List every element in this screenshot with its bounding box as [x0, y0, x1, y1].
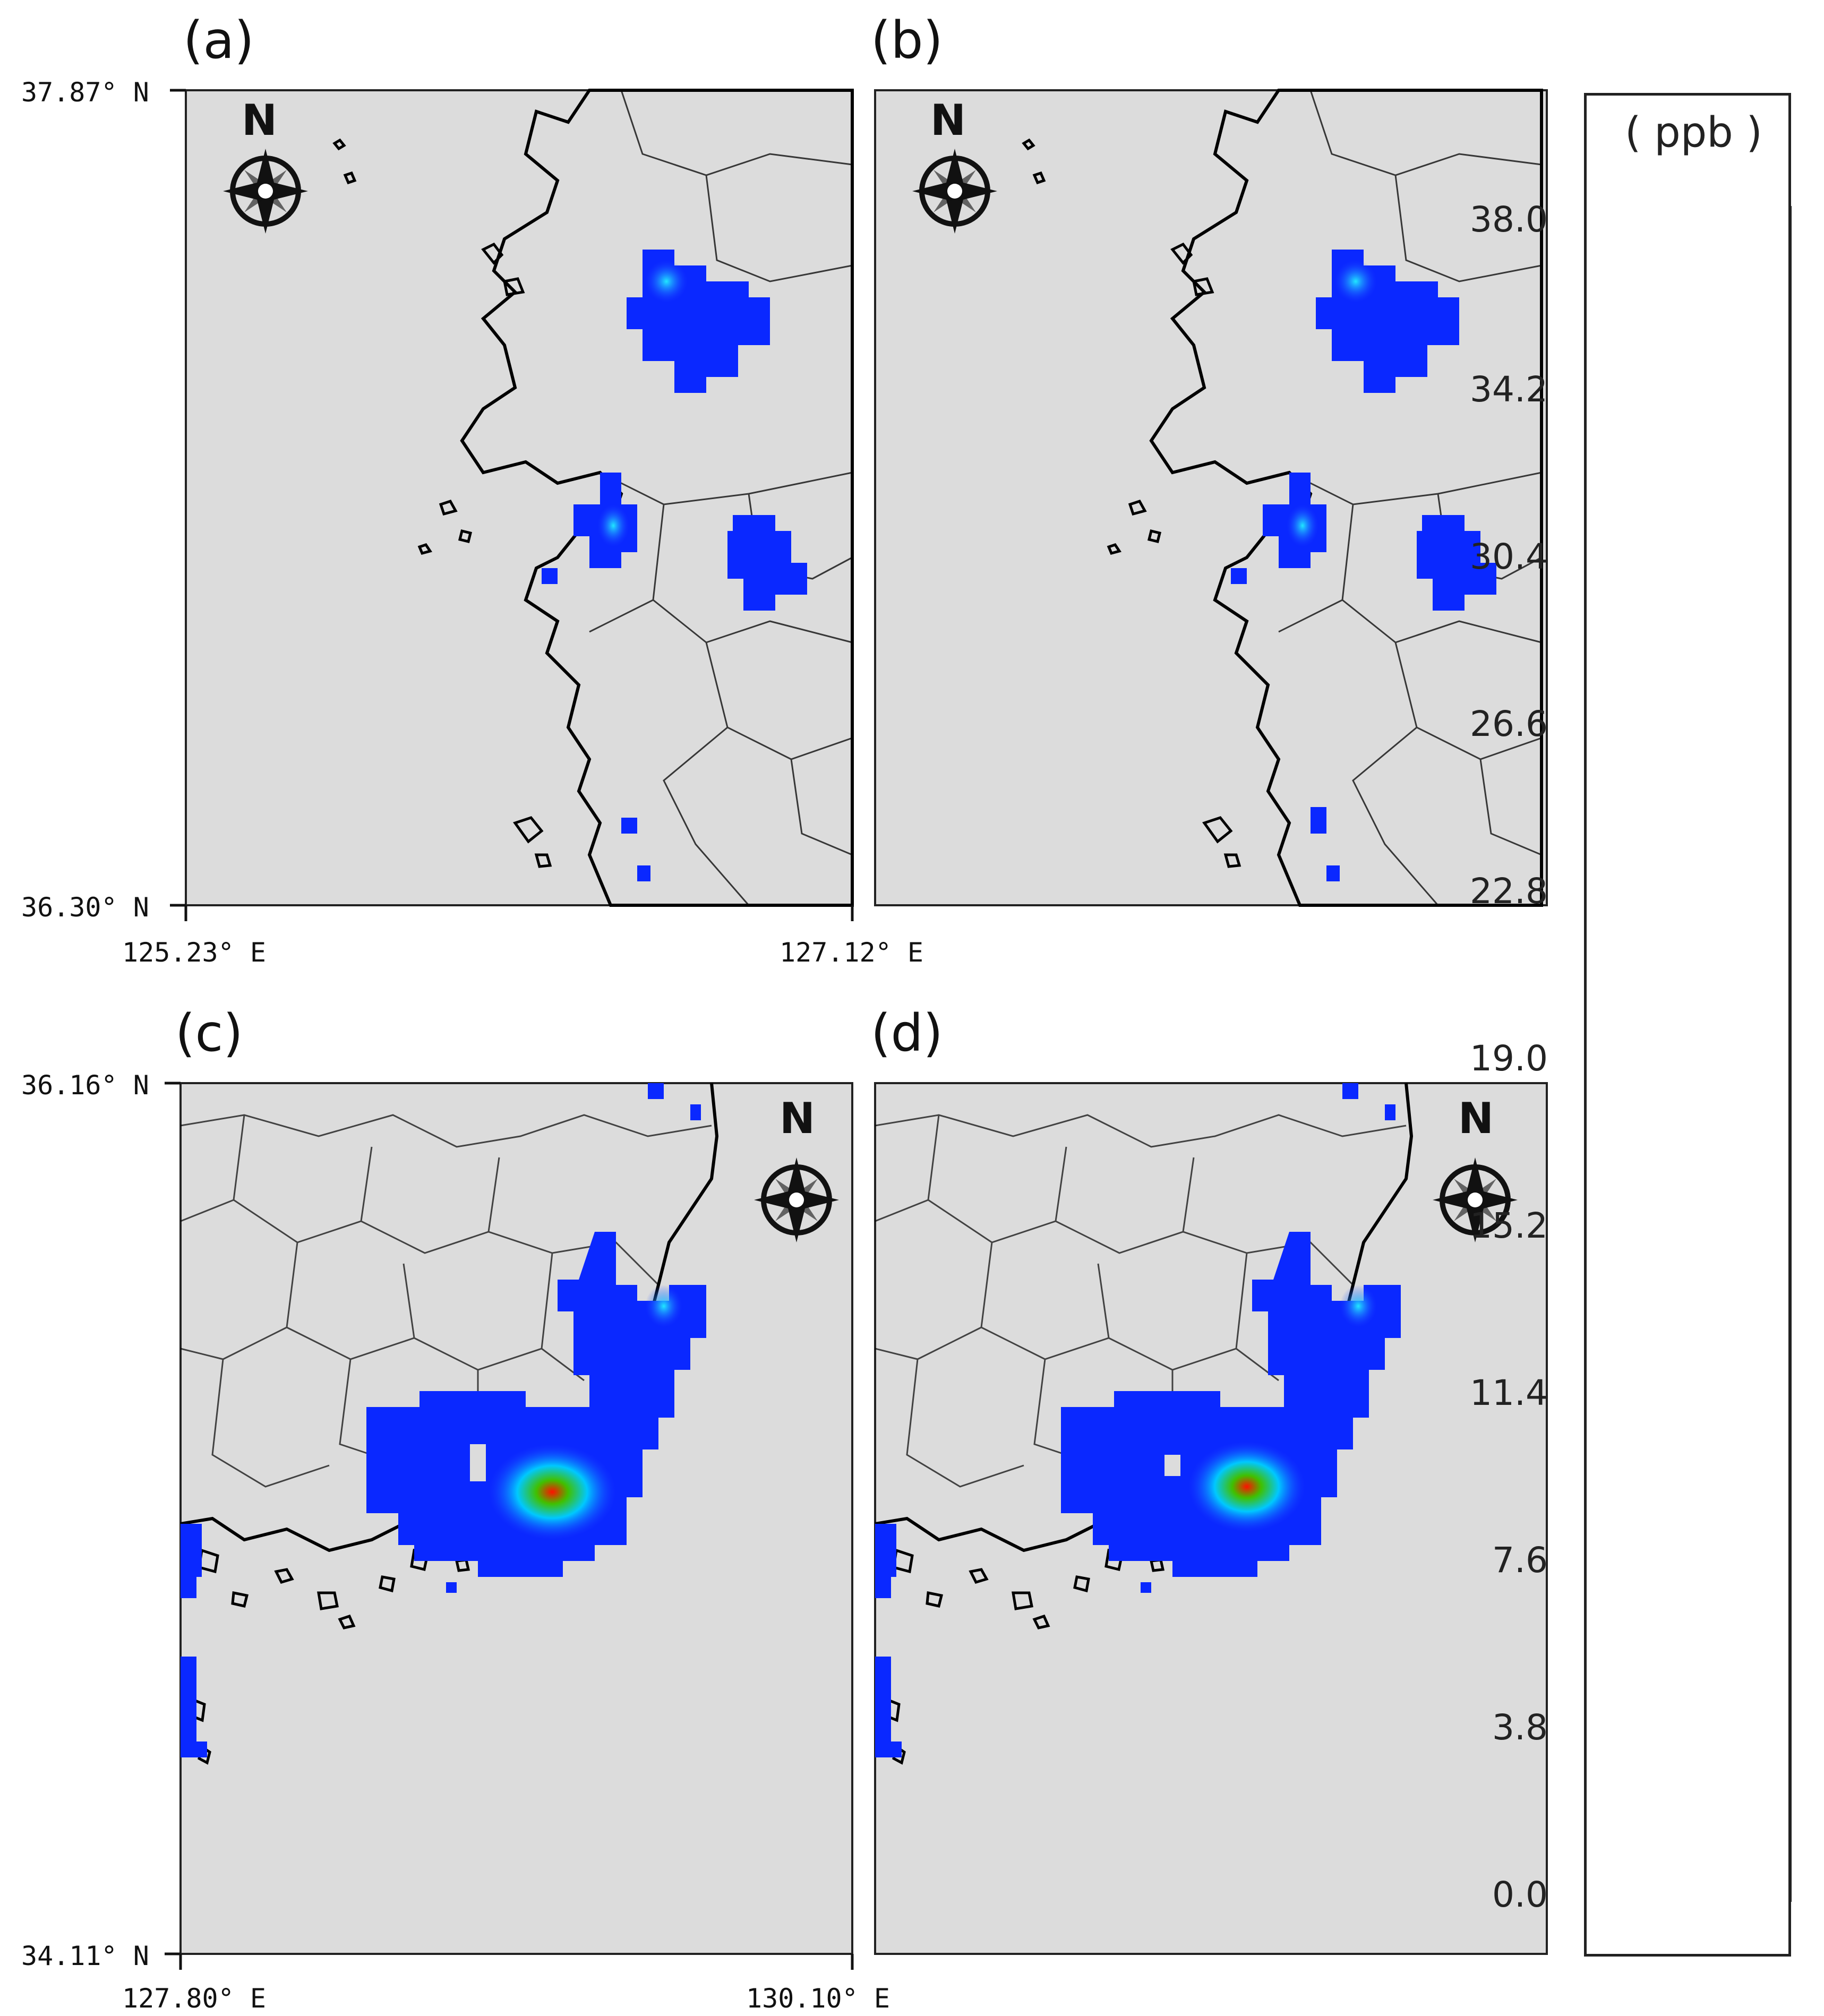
lon-min-bottom: 127.80° E: [122, 1983, 266, 2014]
colorbar-tick: 22.8: [1470, 871, 1548, 912]
plume-d: [875, 1083, 1401, 1757]
lat-min-bottom: 34.11° N: [21, 1941, 149, 1971]
north-label-b: N: [930, 96, 966, 145]
colorbar-tick: 11.4: [1470, 1372, 1548, 1413]
colorbar-unit: ( ppb ): [1625, 109, 1762, 157]
panel-label-b: (b): [871, 11, 943, 70]
lon-max-top: 127.12° E: [780, 937, 923, 968]
lat-max-top: 37.87° N: [21, 77, 149, 108]
panel-label-d: (d): [871, 1003, 943, 1063]
colorbar-tick: 30.4: [1470, 536, 1548, 577]
colorbar-tick: 34.2: [1470, 369, 1548, 410]
lat-max-bottom: 36.16° N: [21, 1070, 149, 1101]
north-label-c: N: [780, 1094, 815, 1143]
lon-min-top: 125.23° E: [122, 937, 266, 968]
plume-c: [181, 1083, 706, 1757]
north-label-a: N: [242, 96, 277, 145]
panel-b-map: [874, 90, 1548, 905]
colorbar-tick: 15.2: [1470, 1205, 1548, 1246]
lat-min-top: 36.30° N: [21, 892, 149, 923]
panel-c-map: [181, 1083, 853, 1955]
colorbar-frame: [1584, 93, 1791, 1957]
panel-label-c: (c): [175, 1003, 243, 1063]
colorbar-tick: 26.6: [1470, 704, 1548, 744]
panel-a-map: [185, 90, 852, 905]
plume-b: [1231, 250, 1496, 881]
north-label-d: N: [1458, 1094, 1494, 1143]
plume-a: [542, 250, 807, 881]
colorbar-tick: 7.6: [1492, 1540, 1548, 1581]
colorbar-tick: 19.0: [1470, 1038, 1548, 1079]
colorbar-tick: 3.8: [1492, 1707, 1548, 1748]
panel-d-map: [875, 1083, 1548, 1955]
axis-ticks-bottom: [165, 1082, 854, 1970]
axis-ticks-top: [170, 89, 854, 921]
colorbar-tick: 38.0: [1470, 199, 1548, 240]
panel-label-a: (a): [183, 11, 254, 70]
colorbar-tick: 0.0: [1492, 1874, 1548, 1915]
lon-max-bottom: 130.10° E: [746, 1983, 890, 2014]
